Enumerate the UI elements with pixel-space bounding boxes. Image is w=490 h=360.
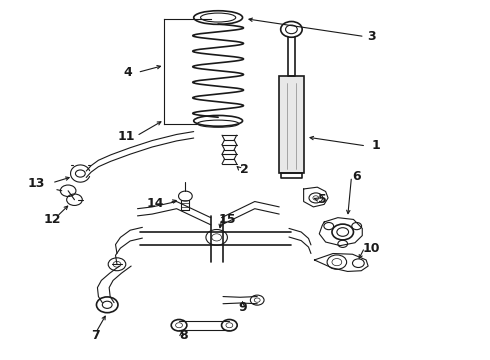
FancyBboxPatch shape bbox=[279, 76, 304, 173]
Text: 6: 6 bbox=[352, 170, 361, 183]
Text: 3: 3 bbox=[367, 30, 376, 43]
Text: 2: 2 bbox=[240, 163, 249, 176]
Text: 14: 14 bbox=[147, 197, 164, 210]
Text: 7: 7 bbox=[92, 329, 100, 342]
Text: 4: 4 bbox=[124, 66, 133, 79]
Text: 15: 15 bbox=[218, 213, 236, 226]
Text: 12: 12 bbox=[43, 213, 61, 226]
Text: 9: 9 bbox=[238, 301, 247, 314]
Text: 11: 11 bbox=[118, 130, 135, 144]
Text: 8: 8 bbox=[179, 329, 188, 342]
Text: 10: 10 bbox=[362, 242, 380, 255]
Text: 13: 13 bbox=[27, 177, 45, 190]
Text: 1: 1 bbox=[372, 139, 381, 152]
Text: 5: 5 bbox=[318, 193, 327, 206]
